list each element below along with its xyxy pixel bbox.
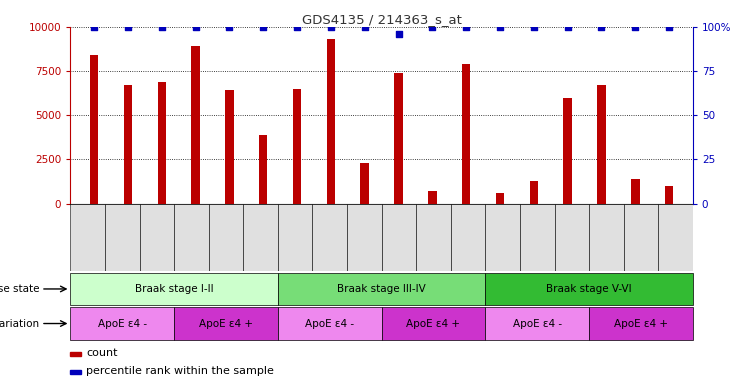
FancyBboxPatch shape [485,204,520,271]
Point [460,24,472,30]
Text: ApoE ε4 +: ApoE ε4 + [199,318,253,329]
Point [426,24,438,30]
FancyBboxPatch shape [451,204,485,271]
Bar [90,55,99,204]
Point [629,24,641,30]
Text: ApoE ε4 +: ApoE ε4 + [407,318,460,329]
FancyBboxPatch shape [70,307,174,340]
FancyBboxPatch shape [554,204,589,271]
Text: ApoE ε4 -: ApoE ε4 - [305,318,354,329]
FancyBboxPatch shape [520,204,554,271]
Bar [70,370,81,374]
Bar [70,352,81,356]
Point [88,24,100,30]
Point [156,24,167,30]
Point [528,24,539,30]
Title: GDS4135 / 214363_s_at: GDS4135 / 214363_s_at [302,13,462,26]
Bar [394,73,403,204]
FancyBboxPatch shape [589,307,693,340]
FancyBboxPatch shape [278,204,313,271]
Bar [293,89,302,204]
Point [663,24,675,30]
Text: genotype/variation: genotype/variation [0,318,39,329]
FancyBboxPatch shape [278,273,485,305]
FancyBboxPatch shape [70,204,105,271]
Point [325,24,337,30]
FancyBboxPatch shape [139,204,174,271]
Bar [158,82,166,204]
Point [359,24,370,30]
Text: disease state: disease state [0,284,39,294]
Text: Braak stage I-II: Braak stage I-II [135,284,213,294]
FancyBboxPatch shape [416,204,451,271]
Point [393,31,405,37]
Bar [462,64,471,204]
FancyBboxPatch shape [658,204,693,271]
Point [291,24,303,30]
Point [596,24,608,30]
FancyBboxPatch shape [174,307,278,340]
Point [190,24,202,30]
Point [122,24,134,30]
Bar [225,91,233,204]
FancyBboxPatch shape [105,204,139,271]
FancyBboxPatch shape [209,204,243,271]
Text: Braak stage V-VI: Braak stage V-VI [546,284,632,294]
Bar [259,135,268,204]
FancyBboxPatch shape [485,307,589,340]
Bar [191,46,200,204]
Bar [563,98,572,204]
Text: count: count [86,348,118,358]
Point [257,24,269,30]
FancyBboxPatch shape [382,307,485,340]
FancyBboxPatch shape [174,204,209,271]
Bar [360,163,369,204]
Bar [428,191,436,204]
Bar [631,179,639,204]
FancyBboxPatch shape [589,204,624,271]
FancyBboxPatch shape [624,204,658,271]
FancyBboxPatch shape [485,273,693,305]
FancyBboxPatch shape [313,204,347,271]
Bar [530,180,538,204]
FancyBboxPatch shape [278,307,382,340]
Bar [496,193,504,204]
Bar [597,85,605,204]
Point [494,24,506,30]
FancyBboxPatch shape [243,204,278,271]
FancyBboxPatch shape [347,204,382,271]
Text: ApoE ε4 +: ApoE ε4 + [614,318,668,329]
Text: Braak stage III-IV: Braak stage III-IV [337,284,426,294]
Text: ApoE ε4 -: ApoE ε4 - [98,318,147,329]
FancyBboxPatch shape [70,273,278,305]
FancyBboxPatch shape [382,204,416,271]
Bar [124,85,132,204]
Text: percentile rank within the sample: percentile rank within the sample [86,366,274,376]
Text: ApoE ε4 -: ApoE ε4 - [513,318,562,329]
Point [562,24,574,30]
Point [224,24,236,30]
Bar [327,39,335,204]
Bar [665,186,674,204]
